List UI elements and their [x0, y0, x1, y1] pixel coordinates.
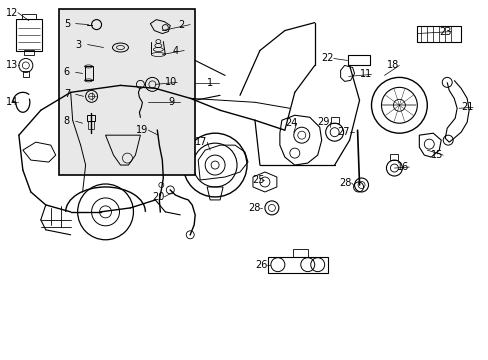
Text: 14: 14: [6, 97, 18, 107]
Bar: [330, 117, 338, 123]
Bar: [87, 121, 93, 129]
Text: 24: 24: [285, 118, 297, 128]
Text: 23: 23: [438, 27, 451, 37]
Text: 26: 26: [254, 260, 267, 270]
Bar: [389, 154, 398, 160]
Text: 29: 29: [317, 117, 329, 127]
Text: 12: 12: [6, 8, 18, 18]
Text: 25: 25: [251, 175, 264, 185]
Text: 6: 6: [63, 67, 70, 77]
Bar: [267, 257, 327, 273]
Bar: [23, 71, 29, 77]
Text: 1: 1: [207, 78, 213, 88]
Bar: [416, 26, 460, 41]
Text: 18: 18: [386, 60, 399, 71]
Bar: [16, 19, 41, 50]
Text: 15: 15: [430, 150, 443, 160]
Text: 2: 2: [178, 19, 184, 30]
Bar: [59, 9, 195, 175]
Text: 3: 3: [76, 40, 81, 50]
Text: 19: 19: [136, 125, 148, 135]
Bar: [22, 14, 36, 19]
Text: 9: 9: [168, 97, 174, 107]
Text: 10: 10: [165, 77, 177, 87]
Text: 28: 28: [339, 178, 351, 188]
Bar: [86, 115, 94, 121]
Text: 22: 22: [321, 54, 333, 63]
Text: 11: 11: [359, 69, 371, 80]
Text: 13: 13: [6, 60, 18, 71]
Text: 17: 17: [195, 137, 207, 147]
Bar: [347, 55, 369, 66]
Bar: [84, 67, 92, 80]
Bar: [24, 50, 34, 55]
Text: 4: 4: [172, 45, 178, 55]
Text: 27: 27: [337, 127, 349, 137]
Text: 8: 8: [63, 116, 70, 126]
Text: 21: 21: [460, 102, 472, 112]
Text: 20: 20: [152, 192, 164, 202]
Text: 16: 16: [397, 162, 409, 172]
Text: 28: 28: [247, 203, 260, 213]
Text: 5: 5: [63, 19, 70, 28]
Bar: [292, 249, 307, 257]
Text: 7: 7: [63, 89, 70, 99]
